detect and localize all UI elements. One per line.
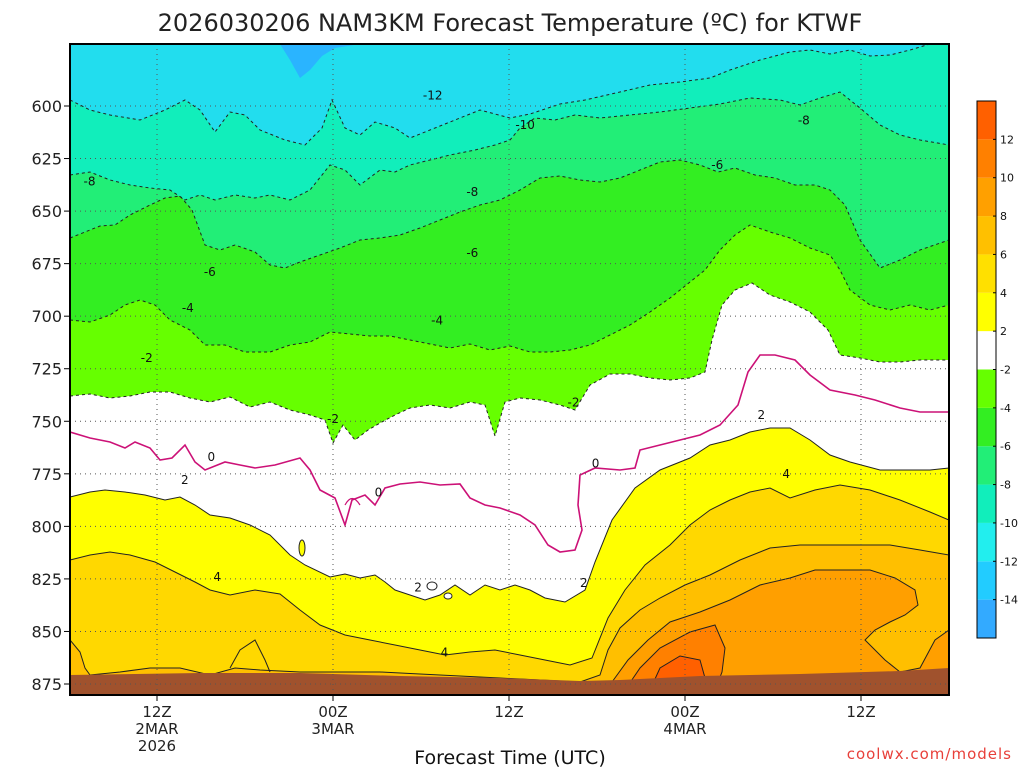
negative-contour-lines (70, 44, 949, 445)
contour-label: 4 (782, 467, 790, 481)
y-tick-label: 775 (31, 465, 62, 484)
colorbar-label: 8 (1000, 210, 1007, 223)
band-minus-14 (280, 44, 360, 78)
colorbar-swatch (977, 599, 996, 638)
colorbar-label: -14 (1000, 594, 1018, 607)
contour-label: 2 (181, 473, 189, 487)
contour-labels: -12 -10 -8 -8 -8 -6 -6 -6 -4 -4 -2 -2 -2 0 0 0 2 2 2 2 4 4 4 (84, 88, 810, 659)
contour-label: -12 (423, 88, 443, 102)
y-tick-label: 750 (31, 412, 62, 431)
colorbar-label: -10 (1000, 517, 1018, 530)
x-axis-label: Forecast Time (UTC) (414, 747, 605, 768)
y-axis: 600 625 650 675 700 725 750 775 800 825 850 875 (31, 97, 70, 694)
colorbar-swatch (977, 561, 996, 600)
y-tick-label: 850 (31, 622, 62, 641)
colorbar-label: -12 (1000, 555, 1018, 568)
y-tick-label: 650 (31, 202, 62, 221)
contour-label: 0 (207, 450, 215, 464)
colorbar-swatch (977, 139, 996, 178)
contour-label: 4 (441, 645, 449, 659)
contour-label: -6 (711, 158, 723, 172)
contour-label: -6 (466, 246, 478, 260)
contour-label: 0 (592, 456, 600, 470)
x-tick-label: 12Z (846, 703, 875, 721)
x-tick-label: 2026 (138, 737, 176, 755)
colorbar-swatch (977, 484, 996, 523)
colorbar-swatch (977, 101, 996, 140)
colorbar-label: 2 (1000, 325, 1007, 338)
freezing-loop (344, 497, 361, 506)
colorbar-label: 10 (1000, 172, 1014, 185)
contour-label: 2 (757, 408, 765, 422)
contour-label: -4 (182, 301, 194, 315)
y-tick-label: 675 (31, 255, 62, 274)
y-tick-label: 725 (31, 360, 62, 379)
colorbar-label: 6 (1000, 248, 1007, 261)
contour-label: -8 (798, 114, 810, 128)
freezing-line (70, 354, 949, 553)
grid-lines (70, 44, 949, 695)
colorbar-swatch (977, 254, 996, 293)
contour-label: -4 (431, 313, 443, 327)
x-tick-label: 00Z (318, 703, 347, 721)
contour-label: 0 (375, 486, 383, 500)
contour-label: 2 (414, 580, 422, 594)
colorbar: -14 -12 -10 -8 -6 -4 -2 2 4 6 8 10 12 (976, 100, 1018, 639)
y-tick-label: 700 (31, 307, 62, 326)
contour-label: -2 (568, 395, 580, 409)
colorbar-swatch (977, 446, 996, 485)
colorbar-label: -2 (1000, 364, 1011, 377)
credit-text: coolwx.com/models (847, 745, 1012, 763)
y-tick-label: 875 (31, 675, 62, 694)
colorbar-swatch (977, 369, 996, 408)
colorbar-swatch (977, 177, 996, 217)
chart-title: 2026030206 NAM3KM Forecast Temperature (… (158, 9, 863, 37)
y-tick-label: 625 (31, 150, 62, 169)
contour-label: -6 (204, 265, 216, 279)
y-tick-label: 600 (31, 97, 62, 116)
colorbar-swatch (977, 331, 996, 370)
x-tick-label: 3MAR (311, 720, 354, 738)
contour-label: -8 (84, 175, 96, 189)
colorbar-label: -6 (1000, 440, 1011, 453)
colorbar-swatch (977, 522, 996, 562)
x-tick-label: 2MAR (135, 720, 178, 738)
contour-label: -8 (466, 185, 478, 199)
x-tick-label: 00Z (670, 703, 699, 721)
y-tick-label: 800 (31, 517, 62, 536)
contour-label: -10 (515, 118, 535, 132)
x-tick-label: 4MAR (663, 720, 706, 738)
colorbar-swatch (977, 292, 996, 332)
terrain-ground (70, 668, 949, 695)
contour-label: 4 (213, 570, 221, 584)
contour-label: -2 (327, 412, 339, 426)
colorbar-label: 12 (1000, 133, 1014, 146)
colorbar-label: 4 (1000, 287, 1007, 300)
colorbar-label: -8 (1000, 479, 1011, 492)
contour-label: -2 (141, 351, 153, 365)
y-tick-label: 825 (31, 570, 62, 589)
colorbar-label: -4 (1000, 402, 1011, 415)
x-tick-label: 12Z (494, 703, 523, 721)
colorbar-swatch (977, 216, 996, 255)
contour-label: 2 (580, 576, 588, 590)
x-tick-label: 12Z (142, 703, 171, 721)
colorbar-swatch (977, 407, 996, 447)
